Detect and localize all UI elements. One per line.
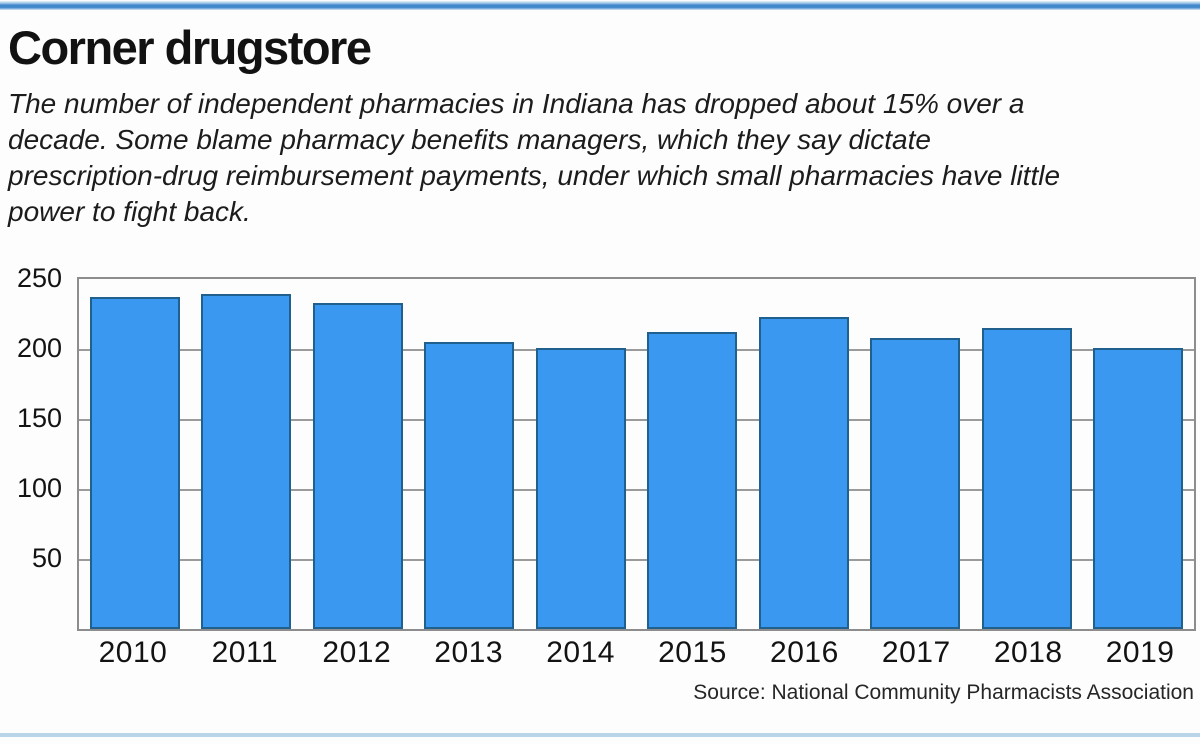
- y-tick-label-250: 250: [16, 263, 62, 293]
- bar-2012: [312, 302, 403, 629]
- gridline-50: [79, 559, 1194, 561]
- top-decorative-rule: [0, 1, 1200, 10]
- subtitle-line-4: power to fight back.: [8, 196, 251, 227]
- subtitle-line-1: The number of independent pharmacies in …: [8, 88, 1025, 119]
- bar-2011: [201, 294, 292, 629]
- y-axis-labels: 50 100 150 200 250: [0, 265, 62, 631]
- bar-2015: [647, 332, 738, 629]
- gridline-200: [79, 349, 1194, 351]
- x-tick-label-2016: 2016: [770, 636, 839, 669]
- subtitle-line-3: prescription-drug reimbursement payments…: [8, 160, 1061, 191]
- y-tick-label-150: 150: [16, 403, 62, 433]
- bar-2019: [1093, 347, 1184, 629]
- chart-subtitle: The number of independent pharmacies in …: [8, 86, 1198, 230]
- bar-2017: [870, 337, 961, 629]
- x-tick-label-2014: 2014: [546, 636, 615, 669]
- bar-2014: [535, 347, 626, 629]
- x-tick-label-2015: 2015: [658, 636, 727, 669]
- chart-title: Corner drugstore: [8, 21, 372, 74]
- gridline-100: [79, 489, 1194, 491]
- x-tick-label-2019: 2019: [1105, 636, 1175, 669]
- gridline-150: [79, 419, 1194, 421]
- bar-2016: [758, 316, 849, 629]
- source-credit: Source: National Community Pharmacists A…: [693, 681, 1194, 704]
- bottom-decorative-rule: [0, 733, 1200, 737]
- x-tick-label-2010: 2010: [98, 636, 168, 669]
- x-tick-label-2018: 2018: [993, 636, 1063, 669]
- x-tick-label-2012: 2012: [322, 636, 392, 669]
- x-tick-label-2013: 2013: [434, 636, 504, 669]
- bar-2013: [424, 342, 515, 629]
- y-tick-label-50: 50: [31, 543, 62, 573]
- x-tick-label-2011: 2011: [211, 636, 279, 669]
- subtitle-line-2: decade. Some blame pharmacy benefits man…: [8, 124, 931, 155]
- x-axis-labels: 2010 2011 2012 2013 2014 2015 2016 2017 2018 2019: [77, 636, 1196, 670]
- bar-2010: [89, 297, 180, 629]
- y-tick-label-100: 100: [16, 473, 62, 503]
- y-tick-label-200: 200: [16, 333, 62, 363]
- x-tick-label-2017: 2017: [881, 636, 951, 669]
- bar-2018: [981, 328, 1072, 629]
- plot-area: [77, 277, 1196, 631]
